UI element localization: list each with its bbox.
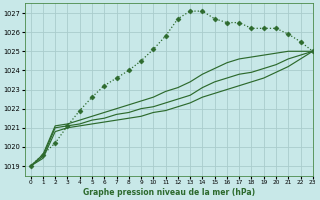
X-axis label: Graphe pression niveau de la mer (hPa): Graphe pression niveau de la mer (hPa) (83, 188, 255, 197)
